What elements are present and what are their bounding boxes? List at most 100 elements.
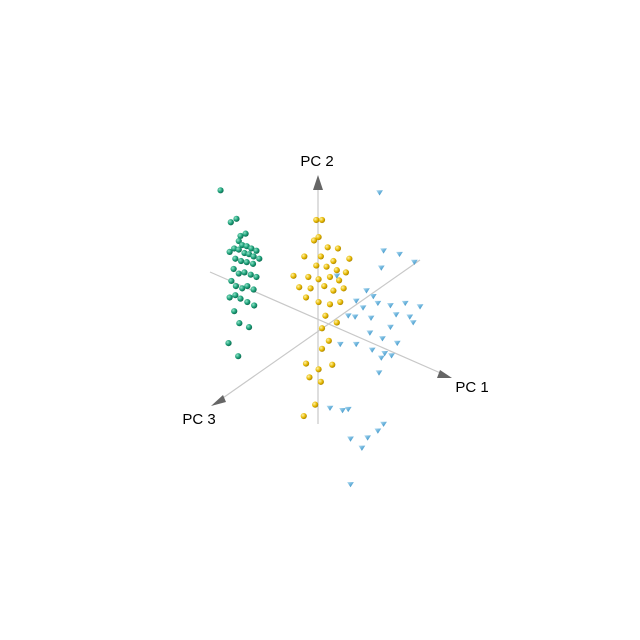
- pc1-arrow-head: [437, 370, 452, 378]
- blue-point-15: [351, 314, 359, 320]
- green-point-15: [226, 248, 233, 255]
- green-point-24: [247, 271, 254, 278]
- blue-point-11: [386, 303, 394, 309]
- green-point-34: [244, 298, 251, 306]
- green-point-28: [239, 285, 246, 292]
- blue-point-4: [377, 265, 385, 271]
- blue-point-13: [416, 304, 424, 310]
- blue-point-22: [379, 336, 386, 342]
- blue-point-18: [406, 314, 414, 320]
- points-layer: [217, 187, 424, 488]
- yellow-point-24: [302, 294, 310, 301]
- yellow-point-15: [305, 273, 312, 281]
- blue-point-10: [374, 300, 382, 307]
- green-point-29: [244, 282, 251, 290]
- yellow-point-0: [313, 216, 320, 224]
- blue-point-31: [326, 405, 334, 411]
- yellow-point-21: [321, 282, 328, 290]
- blue-point-35: [374, 428, 382, 434]
- green-point-37: [236, 320, 243, 327]
- pc2-arrow-head: [313, 175, 323, 190]
- yellow-point-6: [301, 253, 308, 260]
- yellow-point-16: [315, 276, 322, 283]
- green-point-17: [232, 255, 239, 262]
- green-point-14: [250, 253, 257, 260]
- yellow-point-38: [312, 401, 319, 408]
- green-point-33: [237, 295, 244, 302]
- yellow-point-12: [333, 267, 340, 274]
- blue-point-6: [363, 288, 370, 294]
- yellow-point-35: [329, 361, 336, 368]
- yellow-point-1: [318, 216, 326, 224]
- green-point-19: [243, 259, 250, 266]
- green-point-40: [235, 353, 242, 360]
- yellow-point-25: [315, 298, 322, 306]
- yellow-point-13: [342, 269, 350, 276]
- green-point-36: [231, 308, 238, 315]
- blue-point-26: [368, 347, 376, 353]
- blue-point-7: [369, 294, 377, 300]
- blue-point-38: [358, 445, 366, 451]
- yellow-point-2: [310, 237, 318, 244]
- green-point-22: [235, 270, 242, 277]
- blue-point-24: [336, 341, 344, 348]
- blue-point-8: [352, 298, 360, 304]
- blue-point-21: [366, 330, 374, 336]
- yellow-point-9: [346, 255, 353, 262]
- green-point-20: [249, 260, 257, 267]
- yellow-point-33: [302, 360, 310, 367]
- blue-point-39: [347, 482, 354, 488]
- yellow-point-37: [317, 378, 324, 385]
- yellow-point-26: [326, 301, 334, 308]
- yellow-point-10: [313, 262, 320, 269]
- green-point-39: [225, 339, 232, 347]
- blue-point-32: [339, 408, 346, 414]
- yellow-point-31: [325, 337, 332, 344]
- green-point-30: [250, 286, 257, 293]
- green-point-27: [232, 282, 240, 290]
- blue-point-30: [375, 370, 383, 376]
- blue-point-3: [410, 259, 418, 266]
- yellow-point-23: [340, 285, 347, 292]
- yellow-point-36: [306, 374, 313, 381]
- blue-point-2: [396, 251, 403, 258]
- pc3-arrow-head: [211, 395, 226, 406]
- green-point-25: [253, 273, 260, 281]
- green-point-21: [230, 265, 237, 273]
- yellow-point-29: [333, 319, 340, 326]
- yellow-point-8: [330, 257, 337, 265]
- yellow-point-22: [330, 287, 337, 294]
- green-point-11: [235, 246, 242, 253]
- blue-point-25: [352, 341, 360, 348]
- green-point-16: [256, 255, 263, 262]
- blue-point-33: [344, 406, 352, 413]
- green-point-4: [242, 230, 249, 237]
- blue-point-36: [364, 435, 371, 441]
- yellow-point-27: [337, 298, 344, 306]
- green-point-18: [237, 257, 245, 265]
- pc1-axis-line: [209, 271, 446, 376]
- yellow-point-17: [326, 273, 334, 281]
- yellow-point-5: [334, 245, 342, 252]
- yellow-point-30: [318, 325, 326, 332]
- yellow-point-11: [323, 263, 330, 270]
- green-point-35: [251, 302, 258, 309]
- blue-point-23: [393, 340, 401, 346]
- green-point-1: [227, 219, 234, 226]
- green-point-32: [232, 292, 239, 299]
- yellow-point-4: [324, 244, 331, 251]
- pc3-axis-label: PC 3: [182, 411, 215, 428]
- yellow-point-20: [307, 285, 314, 292]
- blue-point-9: [359, 305, 367, 311]
- yellow-point-7: [317, 253, 324, 260]
- yellow-point-28: [322, 312, 329, 319]
- yellow-point-14: [290, 272, 297, 279]
- blue-point-5: [333, 273, 341, 279]
- blue-point-16: [367, 315, 375, 321]
- green-point-2: [233, 215, 240, 222]
- yellow-point-34: [315, 366, 322, 373]
- yellow-point-3: [315, 233, 322, 241]
- blue-point-28: [388, 353, 395, 359]
- blue-point-12: [401, 300, 409, 307]
